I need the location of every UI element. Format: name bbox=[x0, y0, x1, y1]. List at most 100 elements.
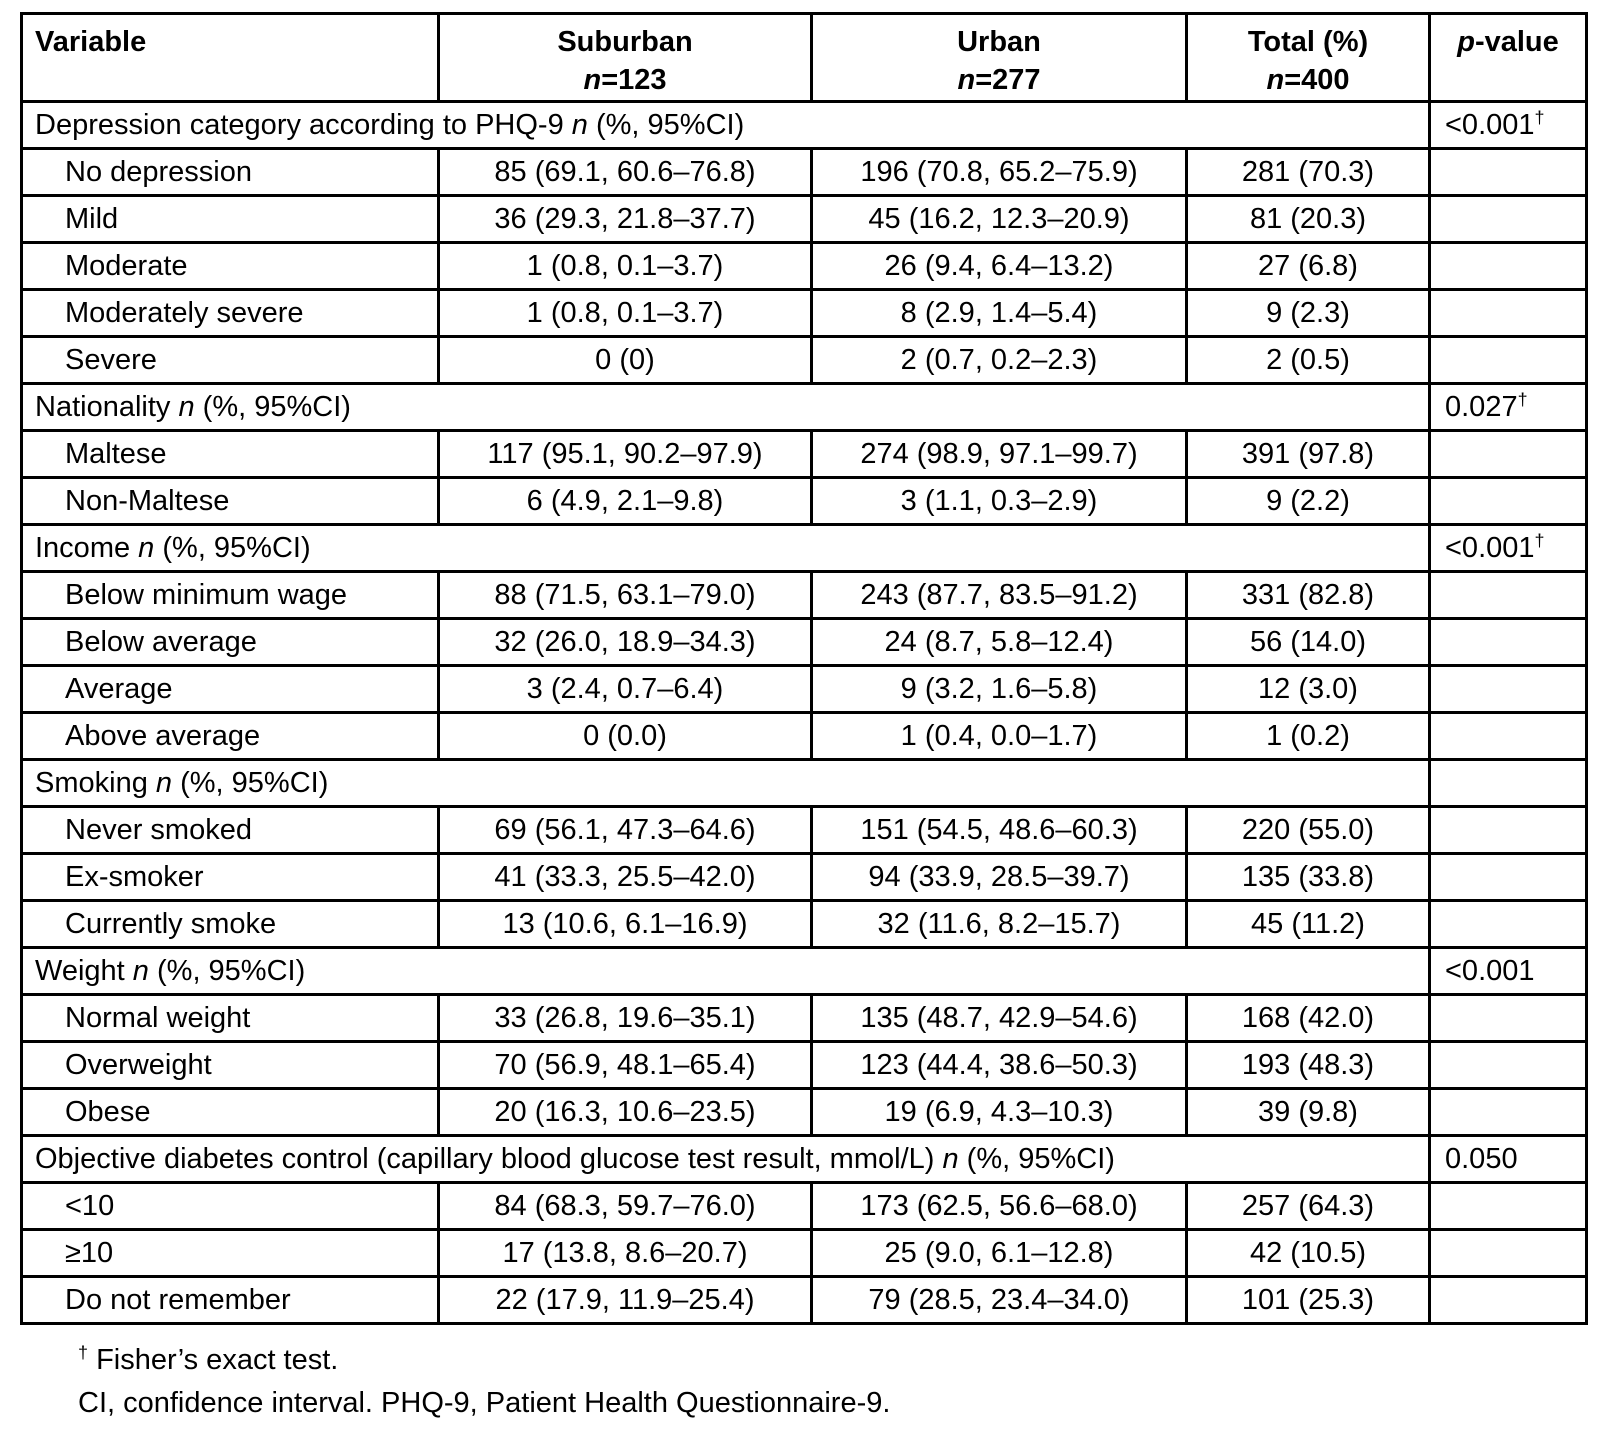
p-value-cell: <0.001† bbox=[1428, 523, 1588, 573]
col-header-total: Total (%) n=400 bbox=[1185, 12, 1431, 103]
cell-suburban: 41 (33.3, 25.5–42.0) bbox=[437, 852, 813, 902]
cell-total: 101 (25.3) bbox=[1185, 1275, 1431, 1325]
cell-total: 281 (70.3) bbox=[1185, 147, 1431, 197]
cell-urban: 25 (9.0, 6.1–12.8) bbox=[810, 1228, 1188, 1278]
cell-urban: 79 (28.5, 23.4–34.0) bbox=[810, 1275, 1188, 1325]
cell-suburban: 3 (2.4, 0.7–6.4) bbox=[437, 664, 813, 714]
cell-total: 193 (48.3) bbox=[1185, 1040, 1431, 1090]
cell-suburban: 33 (26.8, 19.6–35.1) bbox=[437, 993, 813, 1043]
table-row: Mild 36 (29.3, 21.8–37.7) 45 (16.2, 12.3… bbox=[20, 194, 1588, 244]
p-value-cell: 0.027† bbox=[1428, 382, 1588, 432]
cell-total: 2 (0.5) bbox=[1185, 335, 1431, 385]
row-label: No depression bbox=[20, 147, 440, 197]
row-label: Average bbox=[20, 664, 440, 714]
row-label: Currently smoke bbox=[20, 899, 440, 949]
cell-urban: 32 (11.6, 8.2–15.7) bbox=[810, 899, 1188, 949]
cell-urban: 19 (6.9, 4.3–10.3) bbox=[810, 1087, 1188, 1137]
cell-urban: 45 (16.2, 12.3–20.9) bbox=[810, 194, 1188, 244]
table-row: Average 3 (2.4, 0.7–6.4) 9 (3.2, 1.6–5.8… bbox=[20, 664, 1588, 714]
table-row: Above average 0 (0.0) 1 (0.4, 0.0–1.7) 1… bbox=[20, 711, 1588, 761]
cell-suburban: 117 (95.1, 90.2–97.9) bbox=[437, 429, 813, 479]
table-row: Below minimum wage 88 (71.5, 63.1–79.0) … bbox=[20, 570, 1588, 620]
cell-urban: 274 (98.9, 97.1–99.7) bbox=[810, 429, 1188, 479]
row-label: Obese bbox=[20, 1087, 440, 1137]
cell-suburban: 36 (29.3, 21.8–37.7) bbox=[437, 194, 813, 244]
cell-suburban: 6 (4.9, 2.1–9.8) bbox=[437, 476, 813, 526]
section-header-row: Depression category according to PHQ-9 n… bbox=[20, 100, 1588, 150]
cell-suburban: 88 (71.5, 63.1–79.0) bbox=[437, 570, 813, 620]
table-row: Currently smoke 13 (10.6, 6.1–16.9) 32 (… bbox=[20, 899, 1588, 949]
row-label: Ex-smoker bbox=[20, 852, 440, 902]
p-value-cell bbox=[1428, 617, 1588, 667]
cell-suburban: 0 (0) bbox=[437, 335, 813, 385]
col-header-p-value: p-value bbox=[1428, 12, 1588, 103]
cell-suburban: 0 (0.0) bbox=[437, 711, 813, 761]
footnote-abbreviations: CI, confidence interval. PHQ-9, Patient … bbox=[78, 1387, 891, 1419]
cell-total: 1 (0.2) bbox=[1185, 711, 1431, 761]
cell-urban: 26 (9.4, 6.4–13.2) bbox=[810, 241, 1188, 291]
row-label: Overweight bbox=[20, 1040, 440, 1090]
col-header-suburban: Suburban n=123 bbox=[437, 12, 813, 103]
section-header-row: Smoking n (%, 95%CI) bbox=[20, 758, 1588, 808]
row-label: Non-Maltese bbox=[20, 476, 440, 526]
p-value-cell bbox=[1428, 476, 1588, 526]
row-label: Mild bbox=[20, 194, 440, 244]
cell-total: 220 (55.0) bbox=[1185, 805, 1431, 855]
table-row: Moderately severe 1 (0.8, 0.1–3.7) 8 (2.… bbox=[20, 288, 1588, 338]
p-value-cell bbox=[1428, 899, 1588, 949]
section-header-row: Objective diabetes control (capillary bl… bbox=[20, 1134, 1588, 1184]
cell-total: 45 (11.2) bbox=[1185, 899, 1431, 949]
p-value-cell bbox=[1428, 1181, 1588, 1231]
p-value-cell bbox=[1428, 758, 1588, 808]
cell-total: 257 (64.3) bbox=[1185, 1181, 1431, 1231]
section-header-row: Nationality n (%, 95%CI) 0.027† bbox=[20, 382, 1588, 432]
p-value-cell bbox=[1428, 335, 1588, 385]
dagger-symbol: † bbox=[78, 1342, 88, 1363]
cell-suburban: 84 (68.3, 59.7–76.0) bbox=[437, 1181, 813, 1231]
cell-total: 135 (33.8) bbox=[1185, 852, 1431, 902]
section-header-row: Weight n (%, 95%CI) <0.001 bbox=[20, 946, 1588, 996]
cell-urban: 196 (70.8, 65.2–75.9) bbox=[810, 147, 1188, 197]
cell-urban: 173 (62.5, 56.6–68.0) bbox=[810, 1181, 1188, 1231]
footnote-fisher: † Fisher’s exact test. bbox=[78, 1342, 339, 1376]
cell-total: 56 (14.0) bbox=[1185, 617, 1431, 667]
p-value-cell bbox=[1428, 711, 1588, 761]
p-value-cell bbox=[1428, 993, 1588, 1043]
cell-suburban: 22 (17.9, 11.9–25.4) bbox=[437, 1275, 813, 1325]
cell-urban: 24 (8.7, 5.8–12.4) bbox=[810, 617, 1188, 667]
row-label: Normal weight bbox=[20, 993, 440, 1043]
cell-suburban: 20 (16.3, 10.6–23.5) bbox=[437, 1087, 813, 1137]
cell-total: 27 (6.8) bbox=[1185, 241, 1431, 291]
table-row: <10 84 (68.3, 59.7–76.0) 173 (62.5, 56.6… bbox=[20, 1181, 1588, 1231]
p-value-cell bbox=[1428, 194, 1588, 244]
section-title-diabetes-control: Objective diabetes control (capillary bl… bbox=[20, 1134, 1431, 1184]
table-row: Moderate 1 (0.8, 0.1–3.7) 26 (9.4, 6.4–1… bbox=[20, 241, 1588, 291]
row-label: ≥10 bbox=[20, 1228, 440, 1278]
header-row: Variable Suburban n=123 Urban n=277 Tota… bbox=[20, 12, 1588, 103]
cell-suburban: 69 (56.1, 47.3–64.6) bbox=[437, 805, 813, 855]
row-label: Never smoked bbox=[20, 805, 440, 855]
p-value-cell: 0.050 bbox=[1428, 1134, 1588, 1184]
table-row: Do not remember 22 (17.9, 11.9–25.4) 79 … bbox=[20, 1275, 1588, 1325]
cell-total: 168 (42.0) bbox=[1185, 993, 1431, 1043]
cell-total: 39 (9.8) bbox=[1185, 1087, 1431, 1137]
table-footnotes: † Fisher’s exact test. CI, confidence in… bbox=[78, 1339, 1600, 1425]
p-value-cell bbox=[1428, 805, 1588, 855]
row-label: Below average bbox=[20, 617, 440, 667]
col-header-urban: Urban n=277 bbox=[810, 12, 1188, 103]
cell-urban: 243 (87.7, 83.5–91.2) bbox=[810, 570, 1188, 620]
table-row: ≥10 17 (13.8, 8.6–20.7) 25 (9.0, 6.1–12.… bbox=[20, 1228, 1588, 1278]
table-row: Overweight 70 (56.9, 48.1–65.4) 123 (44.… bbox=[20, 1040, 1588, 1090]
cell-suburban: 70 (56.9, 48.1–65.4) bbox=[437, 1040, 813, 1090]
cell-urban: 123 (44.4, 38.6–50.3) bbox=[810, 1040, 1188, 1090]
row-label: Moderately severe bbox=[20, 288, 440, 338]
cell-total: 391 (97.8) bbox=[1185, 429, 1431, 479]
p-value-cell bbox=[1428, 1087, 1588, 1137]
row-label: Above average bbox=[20, 711, 440, 761]
p-value-cell: <0.001† bbox=[1428, 100, 1588, 150]
table-row: Never smoked 69 (56.1, 47.3–64.6) 151 (5… bbox=[20, 805, 1588, 855]
table-row: Normal weight 33 (26.8, 19.6–35.1) 135 (… bbox=[20, 993, 1588, 1043]
cell-urban: 94 (33.9, 28.5–39.7) bbox=[810, 852, 1188, 902]
cell-total: 12 (3.0) bbox=[1185, 664, 1431, 714]
